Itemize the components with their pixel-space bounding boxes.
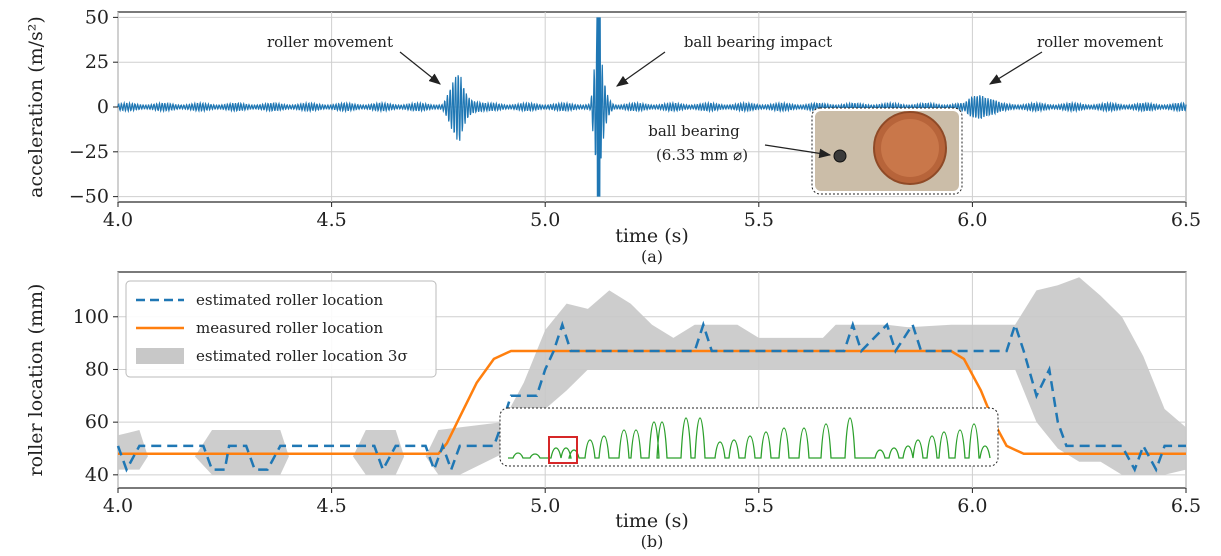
panel-b-xtick-label: 5.5 [744,495,774,517]
panel-a-xtick-label: 6.0 [957,209,987,231]
panel-a-xtick-label: 4.5 [316,209,346,231]
panel-a-xtick-label: 5.5 [744,209,774,231]
panel-a-xtick-label: 6.5 [1171,209,1201,231]
panel-a-xlabel: time (s) [615,225,689,247]
panel-b-xtick-label: 6.0 [957,495,987,517]
legend-label: estimated roller location [196,291,383,309]
panel-b-ytick-label: 100 [73,306,109,328]
annotation-roller-movement-1: roller movement [267,33,441,85]
panel-b-xlabel: time (s) [615,510,689,532]
panel-b-uncertainty-band [118,277,1186,475]
legend-item-estimated: estimated roller location [136,291,383,309]
annotation-arrow [988,51,1043,85]
panel-a-xtick-label: 4.0 [103,209,133,231]
panel-b-ytick-label: 40 [85,464,109,486]
panel-a-ytick-label: −50 [69,186,109,208]
signal-inset-trace [508,417,991,459]
panel-b-caption: (b) [641,532,664,551]
annotation-subtext: (6.33 mm ⌀) [656,146,748,164]
panel-b-xtick-label: 4.0 [103,495,133,517]
ball-bearing-ball [833,149,847,163]
panel-a-series [117,17,1187,197]
signal-inset [499,407,999,467]
legend-frame [125,280,437,378]
legend-item-3sigma: estimated roller location 3σ [136,347,408,365]
panel-a-ytick-label: −25 [69,141,109,163]
panel-a-ytick-label: 25 [85,51,109,73]
ball-bearing-photo-inset: ball bearing (6.33 mm ⌀) [648,107,963,195]
annotation-text: roller movement [1037,33,1163,51]
panel-b-ytick-label: 80 [85,358,109,380]
panel-a-ytick-label: 50 [85,6,109,28]
annotation-text: ball bearing impact [684,33,832,51]
panel-b-xtick-label: 4.5 [316,495,346,517]
panel-b-series [116,320,1186,474]
panel-b-xtick-label: 6.5 [1171,495,1201,517]
annotation-arrow [399,51,441,85]
legend-swatch-band [136,348,184,364]
annotation-text: ball bearing [648,122,740,140]
panel-b: 4.0 4.5 5.0 5.5 6.0 6.5 100 80 60 40 estimated ro… [25,271,1201,551]
annotation-roller-movement-2: roller movement [988,33,1163,85]
annotation-text: roller movement [267,33,393,51]
panel-a-xtick-label: 5.0 [530,209,560,231]
panel-a: 4.0 4.5 5.0 5.5 6.0 6.5 50 25 0 −25 −50 accelerati… [25,6,1201,266]
legend-label: estimated roller location 3σ [196,347,408,365]
panel-b-ticks: 4.0 4.5 5.0 5.5 6.0 6.5 100 80 60 40 [73,306,1201,517]
panel-b-xtick-label: 5.0 [530,495,560,517]
annotation-ball-bearing-impact: ball bearing impact [616,33,832,87]
panel-a-ytick-label: 0 [97,96,109,118]
panel-a-caption: (a) [641,247,663,266]
annotation-arrow [616,51,666,87]
panel-a-ticks: 4.0 4.5 5.0 5.5 6.0 6.5 50 25 0 −25 −50 [69,6,1201,231]
legend-label: measured roller location [196,319,383,337]
acceleration-series-line [117,17,1187,197]
panel-b-ytick-label: 60 [85,411,109,433]
panel-a-ylabel: acceleration (m/s²) [25,16,47,198]
legend-item-measured: measured roller location [136,319,383,337]
penny-coin-inner [881,119,939,177]
annotation-arrow [764,144,832,159]
signal-inset-highlight-box [548,436,578,464]
estimated-roller-location-line [116,320,1186,474]
uncertainty-band-3sigma [118,277,1186,475]
legend: estimated roller location measured rolle… [125,280,437,378]
panel-b-ylabel: roller location (mm) [25,284,47,477]
